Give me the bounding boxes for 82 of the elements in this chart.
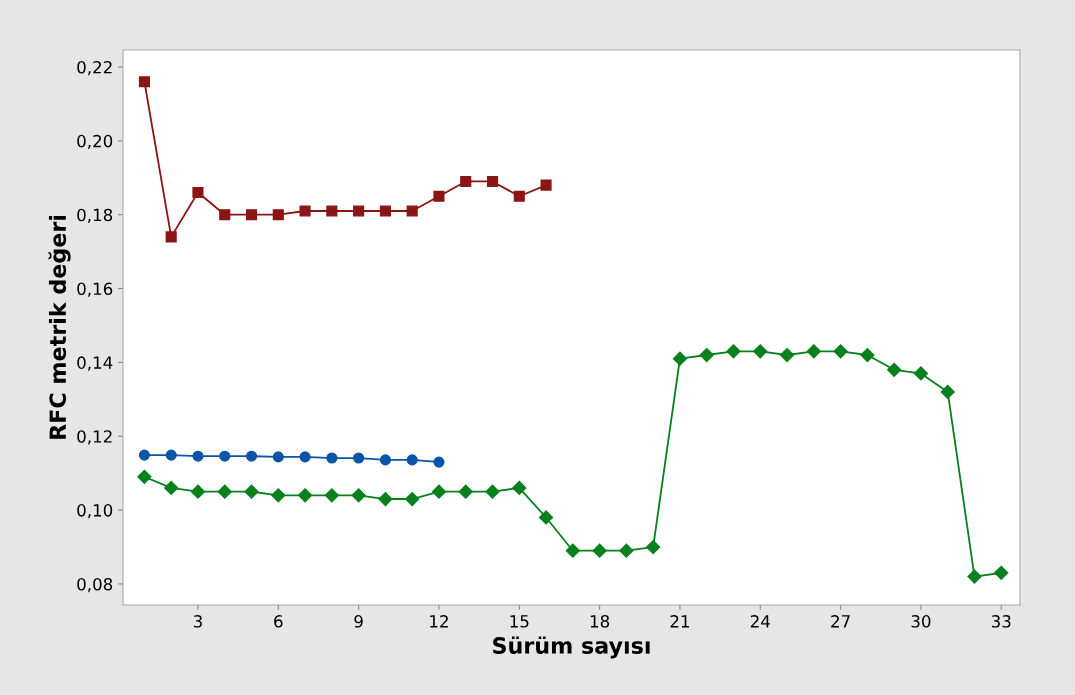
- point: [405, 491, 420, 507]
- x-axis-title: Sürüm sayısı: [493, 636, 650, 659]
- point: [699, 347, 714, 363]
- point: [353, 205, 365, 217]
- point: [592, 543, 607, 558]
- point: [431, 484, 447, 499]
- point: [244, 484, 259, 499]
- point: [190, 484, 206, 499]
- x-tick-label: 21: [670, 615, 690, 628]
- point: [272, 209, 284, 221]
- y-tick-label: 0,14: [77, 356, 113, 371]
- point: [138, 449, 150, 461]
- point: [272, 451, 284, 463]
- point: [351, 488, 366, 503]
- point: [540, 179, 552, 191]
- point: [299, 205, 311, 217]
- point: [219, 209, 231, 221]
- point: [245, 450, 258, 462]
- x-tick-label: 6: [274, 615, 283, 628]
- point: [192, 186, 204, 199]
- point: [726, 344, 741, 359]
- x-tick-label: 3: [193, 615, 202, 628]
- point: [513, 190, 525, 202]
- x-tick-label: 24: [750, 615, 770, 628]
- point: [913, 366, 929, 381]
- point: [299, 451, 311, 463]
- point: [779, 347, 795, 363]
- point: [433, 456, 445, 468]
- x-tick-label: 15: [510, 615, 529, 628]
- x-tick-label: 9: [354, 615, 363, 628]
- point: [619, 543, 634, 558]
- point: [326, 452, 338, 464]
- point: [646, 539, 661, 555]
- point: [406, 454, 418, 466]
- x-tick-label: 30: [911, 615, 931, 628]
- y-tick-label: 0,16: [77, 282, 113, 297]
- point: [672, 351, 688, 366]
- point: [165, 231, 177, 243]
- point: [271, 488, 286, 503]
- point: [458, 484, 473, 499]
- point: [137, 469, 152, 484]
- x-tick-label: 12: [430, 615, 448, 628]
- point: [138, 76, 150, 88]
- y-axis-title: RFC metrik değeri: [48, 215, 71, 439]
- point: [538, 510, 554, 525]
- x-tick-label: 18: [590, 615, 610, 628]
- point: [378, 491, 393, 507]
- point: [460, 175, 472, 188]
- y-tick-label: 0,22: [77, 60, 112, 76]
- point: [353, 452, 365, 464]
- point: [860, 347, 875, 363]
- point: [379, 205, 391, 217]
- point: [753, 344, 768, 359]
- point: [326, 205, 338, 217]
- point: [164, 480, 179, 496]
- point: [217, 484, 232, 499]
- point: [192, 450, 204, 462]
- y-tick-label: 0,10: [77, 504, 113, 519]
- point: [297, 488, 313, 503]
- point: [940, 384, 955, 400]
- point: [324, 488, 339, 503]
- point: [219, 450, 231, 462]
- y-tick-label: 0,12: [77, 430, 112, 445]
- point: [165, 449, 177, 461]
- point: [994, 565, 1009, 580]
- y-tick-label: 0,08: [77, 577, 113, 593]
- point: [245, 209, 258, 221]
- point: [433, 190, 445, 202]
- point: [512, 480, 527, 496]
- x-tick-label: 33: [991, 615, 1011, 628]
- point: [485, 484, 500, 499]
- point: [379, 454, 391, 466]
- point: [967, 569, 982, 584]
- point: [565, 543, 580, 558]
- point: [806, 344, 821, 359]
- y-tick-label: 0,18: [77, 208, 113, 223]
- y-tick-label: 0,20: [77, 134, 113, 150]
- point: [406, 205, 418, 217]
- point: [486, 175, 499, 188]
- point: [887, 362, 902, 377]
- point: [833, 344, 848, 359]
- x-tick-label: 27: [831, 615, 850, 628]
